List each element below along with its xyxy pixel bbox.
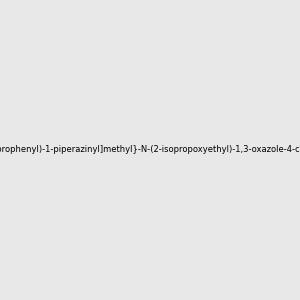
Text: 2-{[4-(2-fluorophenyl)-1-piperazinyl]methyl}-N-(2-isopropoxyethyl)-1,3-oxazole-4: 2-{[4-(2-fluorophenyl)-1-piperazinyl]met… xyxy=(0,146,300,154)
